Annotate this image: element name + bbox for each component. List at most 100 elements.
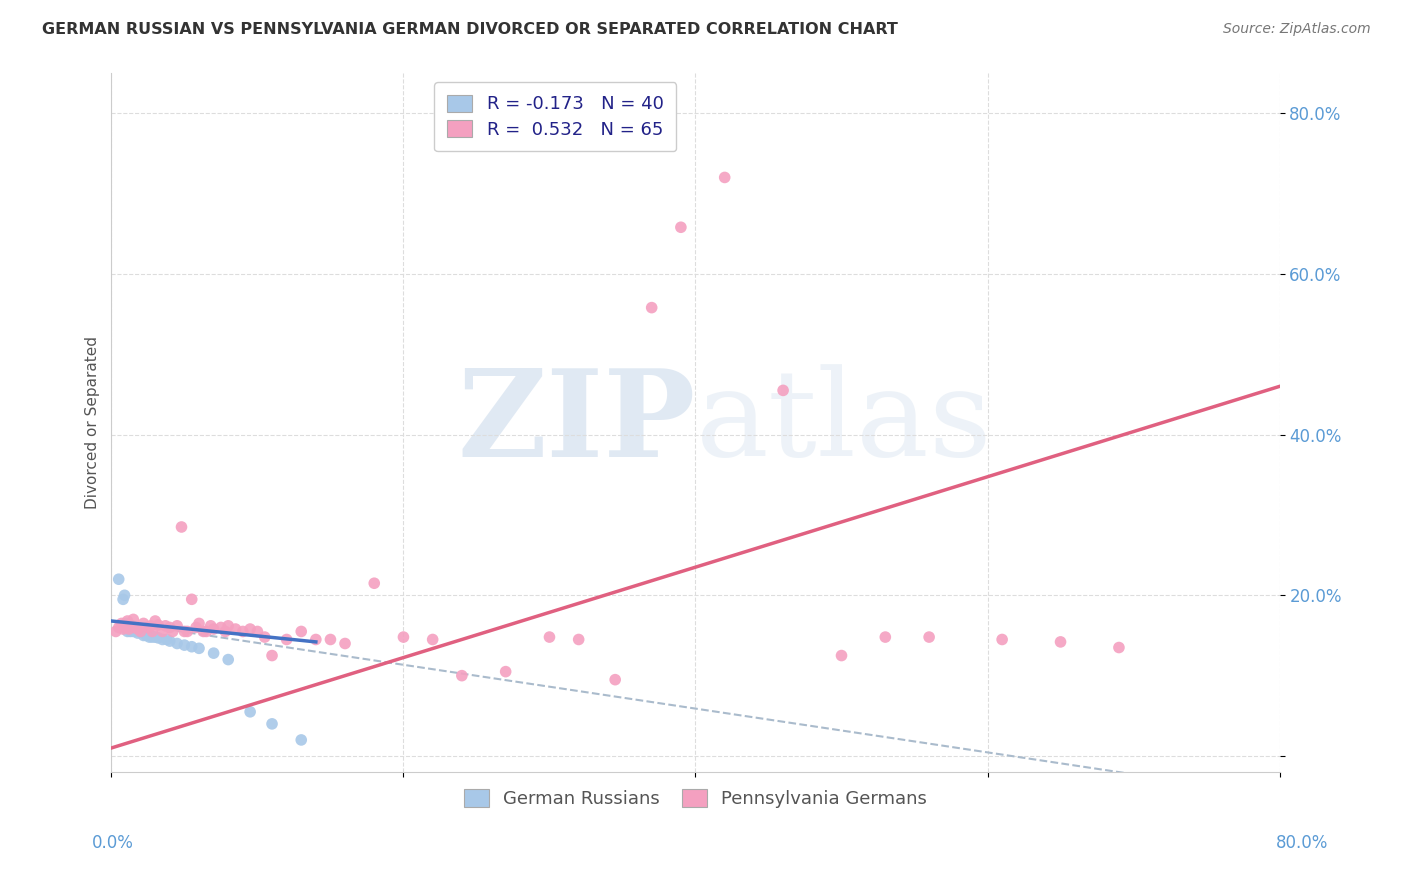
Point (125, 623, 148, 637)
Point (568, 632, 591, 647)
Point (188, 616, 211, 631)
Point (146, 618, 169, 632)
Point (122, 612, 145, 626)
Point (120, 619, 142, 633)
Point (305, 632, 328, 647)
Point (641, 301, 664, 315)
Point (127, 626, 149, 640)
Point (193, 624, 215, 639)
Point (162, 624, 184, 639)
Point (136, 620, 159, 634)
Point (831, 648, 853, 663)
Text: 0.0%: 0.0% (91, 834, 134, 852)
Point (246, 624, 269, 639)
Text: 80.0%: 80.0% (1277, 834, 1329, 852)
Point (173, 638, 195, 652)
Point (120, 622, 142, 636)
Point (180, 640, 202, 654)
Point (136, 627, 159, 641)
Point (290, 733, 312, 747)
Point (104, 624, 127, 639)
Point (166, 636, 188, 650)
Point (117, 624, 139, 639)
Point (122, 620, 145, 634)
Point (209, 620, 232, 634)
Point (131, 622, 153, 636)
Point (202, 646, 225, 660)
Point (107, 572, 129, 586)
Point (117, 614, 139, 628)
Point (260, 648, 283, 663)
Point (669, 220, 692, 235)
Point (127, 622, 149, 636)
Point (173, 624, 195, 639)
Point (772, 384, 794, 398)
Point (239, 705, 262, 719)
Point (422, 632, 444, 647)
Point (121, 619, 143, 633)
Legend: German Russians, Pennsylvania Germans: German Russians, Pennsylvania Germans (457, 782, 935, 815)
Point (111, 616, 134, 631)
Point (202, 622, 225, 636)
Point (129, 624, 152, 639)
Point (124, 622, 146, 636)
Point (217, 652, 239, 666)
Point (214, 624, 236, 639)
Y-axis label: Divorced or Separated: Divorced or Separated (86, 336, 100, 509)
Point (713, 170, 735, 185)
Point (918, 630, 941, 644)
Point (122, 624, 145, 639)
Point (118, 622, 141, 636)
Point (253, 630, 276, 644)
Point (195, 624, 218, 639)
Point (118, 620, 141, 634)
Text: Source: ZipAtlas.com: Source: ZipAtlas.com (1223, 22, 1371, 37)
Point (991, 632, 1014, 647)
Point (120, 624, 142, 639)
Point (129, 624, 152, 639)
Text: ZIP: ZIP (457, 364, 696, 482)
Point (141, 624, 163, 639)
Point (605, 673, 627, 687)
Point (152, 632, 174, 647)
Point (176, 624, 198, 639)
Point (124, 620, 146, 634)
Point (146, 631, 169, 645)
Point (875, 630, 897, 644)
Point (143, 614, 166, 628)
Point (188, 641, 211, 656)
Point (114, 588, 136, 602)
Point (170, 520, 193, 534)
Point (139, 628, 162, 642)
Point (319, 632, 342, 647)
Point (138, 630, 160, 644)
Point (143, 630, 166, 644)
Point (156, 632, 179, 647)
Point (276, 632, 298, 647)
Text: GERMAN RUSSIAN VS PENNSYLVANIA GERMAN DIVORCED OR SEPARATED CORRELATION CHART: GERMAN RUSSIAN VS PENNSYLVANIA GERMAN DI… (42, 22, 898, 37)
Point (538, 630, 561, 644)
Point (180, 592, 202, 607)
Point (363, 576, 385, 591)
Point (132, 628, 155, 642)
Point (239, 622, 262, 636)
Point (112, 622, 135, 636)
Point (112, 592, 135, 607)
Point (134, 627, 156, 641)
Point (139, 619, 162, 633)
Point (217, 619, 239, 633)
Point (107, 620, 129, 634)
Point (115, 620, 138, 634)
Point (115, 616, 138, 631)
Point (495, 665, 517, 679)
Point (135, 628, 157, 642)
Point (132, 616, 155, 631)
Point (141, 630, 163, 644)
Point (290, 624, 312, 639)
Point (159, 634, 181, 648)
Point (200, 619, 222, 633)
Point (184, 620, 207, 634)
Point (155, 619, 177, 633)
Point (333, 636, 356, 650)
Point (1049, 635, 1071, 649)
